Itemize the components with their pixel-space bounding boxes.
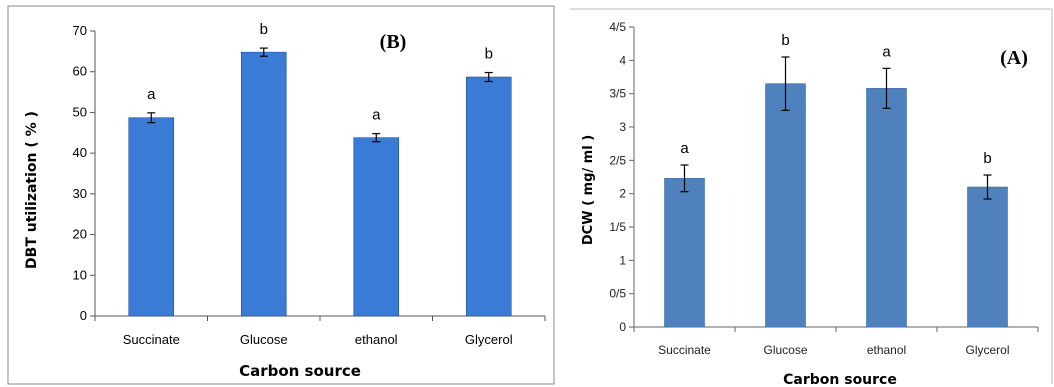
y-tick-label: 4 (619, 53, 626, 67)
significance-letter: a (372, 107, 381, 124)
significance-letter: b (260, 21, 268, 38)
significance-letter: b (781, 32, 789, 49)
bar-succinate (664, 178, 705, 328)
y-tick-label: 2 (619, 187, 626, 201)
y-tick-label: 0/5 (609, 287, 626, 301)
y-tick-label: 30 (73, 186, 87, 201)
significance-letter: b (485, 46, 493, 63)
bar-ethanol (353, 137, 400, 317)
x-tick-label: Succinate (123, 332, 180, 347)
y-tick-label: 3/5 (609, 87, 626, 101)
x-tick-label: Glucose (763, 343, 807, 357)
bar-glucose (765, 83, 806, 328)
y-tick-label: 50 (73, 104, 87, 119)
chart-panel-a: 0 0/5 1 1/5 2 2/5 3 3/5 4 4/5 a Succinate b Glucose a e… (566, 0, 1054, 387)
x-tick-label: Glycerol (965, 343, 1009, 357)
y-tick-label: 10 (73, 267, 87, 282)
dcw-chart: 0 0/5 1 1/5 2 2/5 3 3/5 4 4/5 a Succinate b Glucose a e… (570, 8, 1053, 387)
y-axis-title: DBT utilization ( % ) (24, 111, 40, 269)
y-tick-label: 0 (619, 320, 626, 334)
bar-ethanol (866, 88, 907, 328)
y-tick-label: 4/5 (609, 20, 626, 34)
y-tick-label: 1/5 (609, 220, 626, 234)
y-tick-label: 3 (619, 120, 626, 134)
dbt-utilization-chart: 0 10 20 30 40 50 60 70 a Succinate b Glucose a ethano… (7, 5, 555, 385)
x-tick-label: Glucose (240, 332, 288, 347)
y-tick-label: 20 (73, 227, 87, 242)
bar-glycerol (465, 76, 512, 317)
x-tick-label: ethanol (355, 332, 398, 347)
bar-glycerol (967, 186, 1008, 328)
y-tick-label: 1 (619, 253, 626, 267)
y-tick-label: 2/5 (609, 153, 626, 167)
x-tick-label: ethanol (867, 343, 906, 357)
y-tick-label: 70 (73, 23, 87, 38)
x-tick-label: Glycerol (465, 332, 513, 347)
significance-letter: b (983, 150, 991, 167)
x-axis-title: Carbon source (783, 372, 897, 387)
y-axis-title: DCW ( mg/ ml ) (581, 135, 596, 245)
significance-letter: a (147, 86, 156, 103)
y-tick-label: 60 (73, 64, 87, 79)
bar-glucose (240, 51, 287, 317)
significance-letter: a (882, 43, 891, 60)
y-tick-label: 0 (80, 308, 87, 323)
bar-succinate (128, 117, 175, 317)
significance-letter: a (680, 140, 689, 157)
panel-label: (A) (1000, 47, 1028, 69)
y-tick-label: 40 (73, 145, 87, 160)
x-axis-title: Carbon source (239, 362, 361, 380)
x-tick-label: Succinate (658, 343, 711, 357)
panel-label: (B) (380, 31, 407, 53)
chart-panel-b: 0 10 20 30 40 50 60 70 a Succinate b Glucose a ethano… (7, 5, 555, 385)
